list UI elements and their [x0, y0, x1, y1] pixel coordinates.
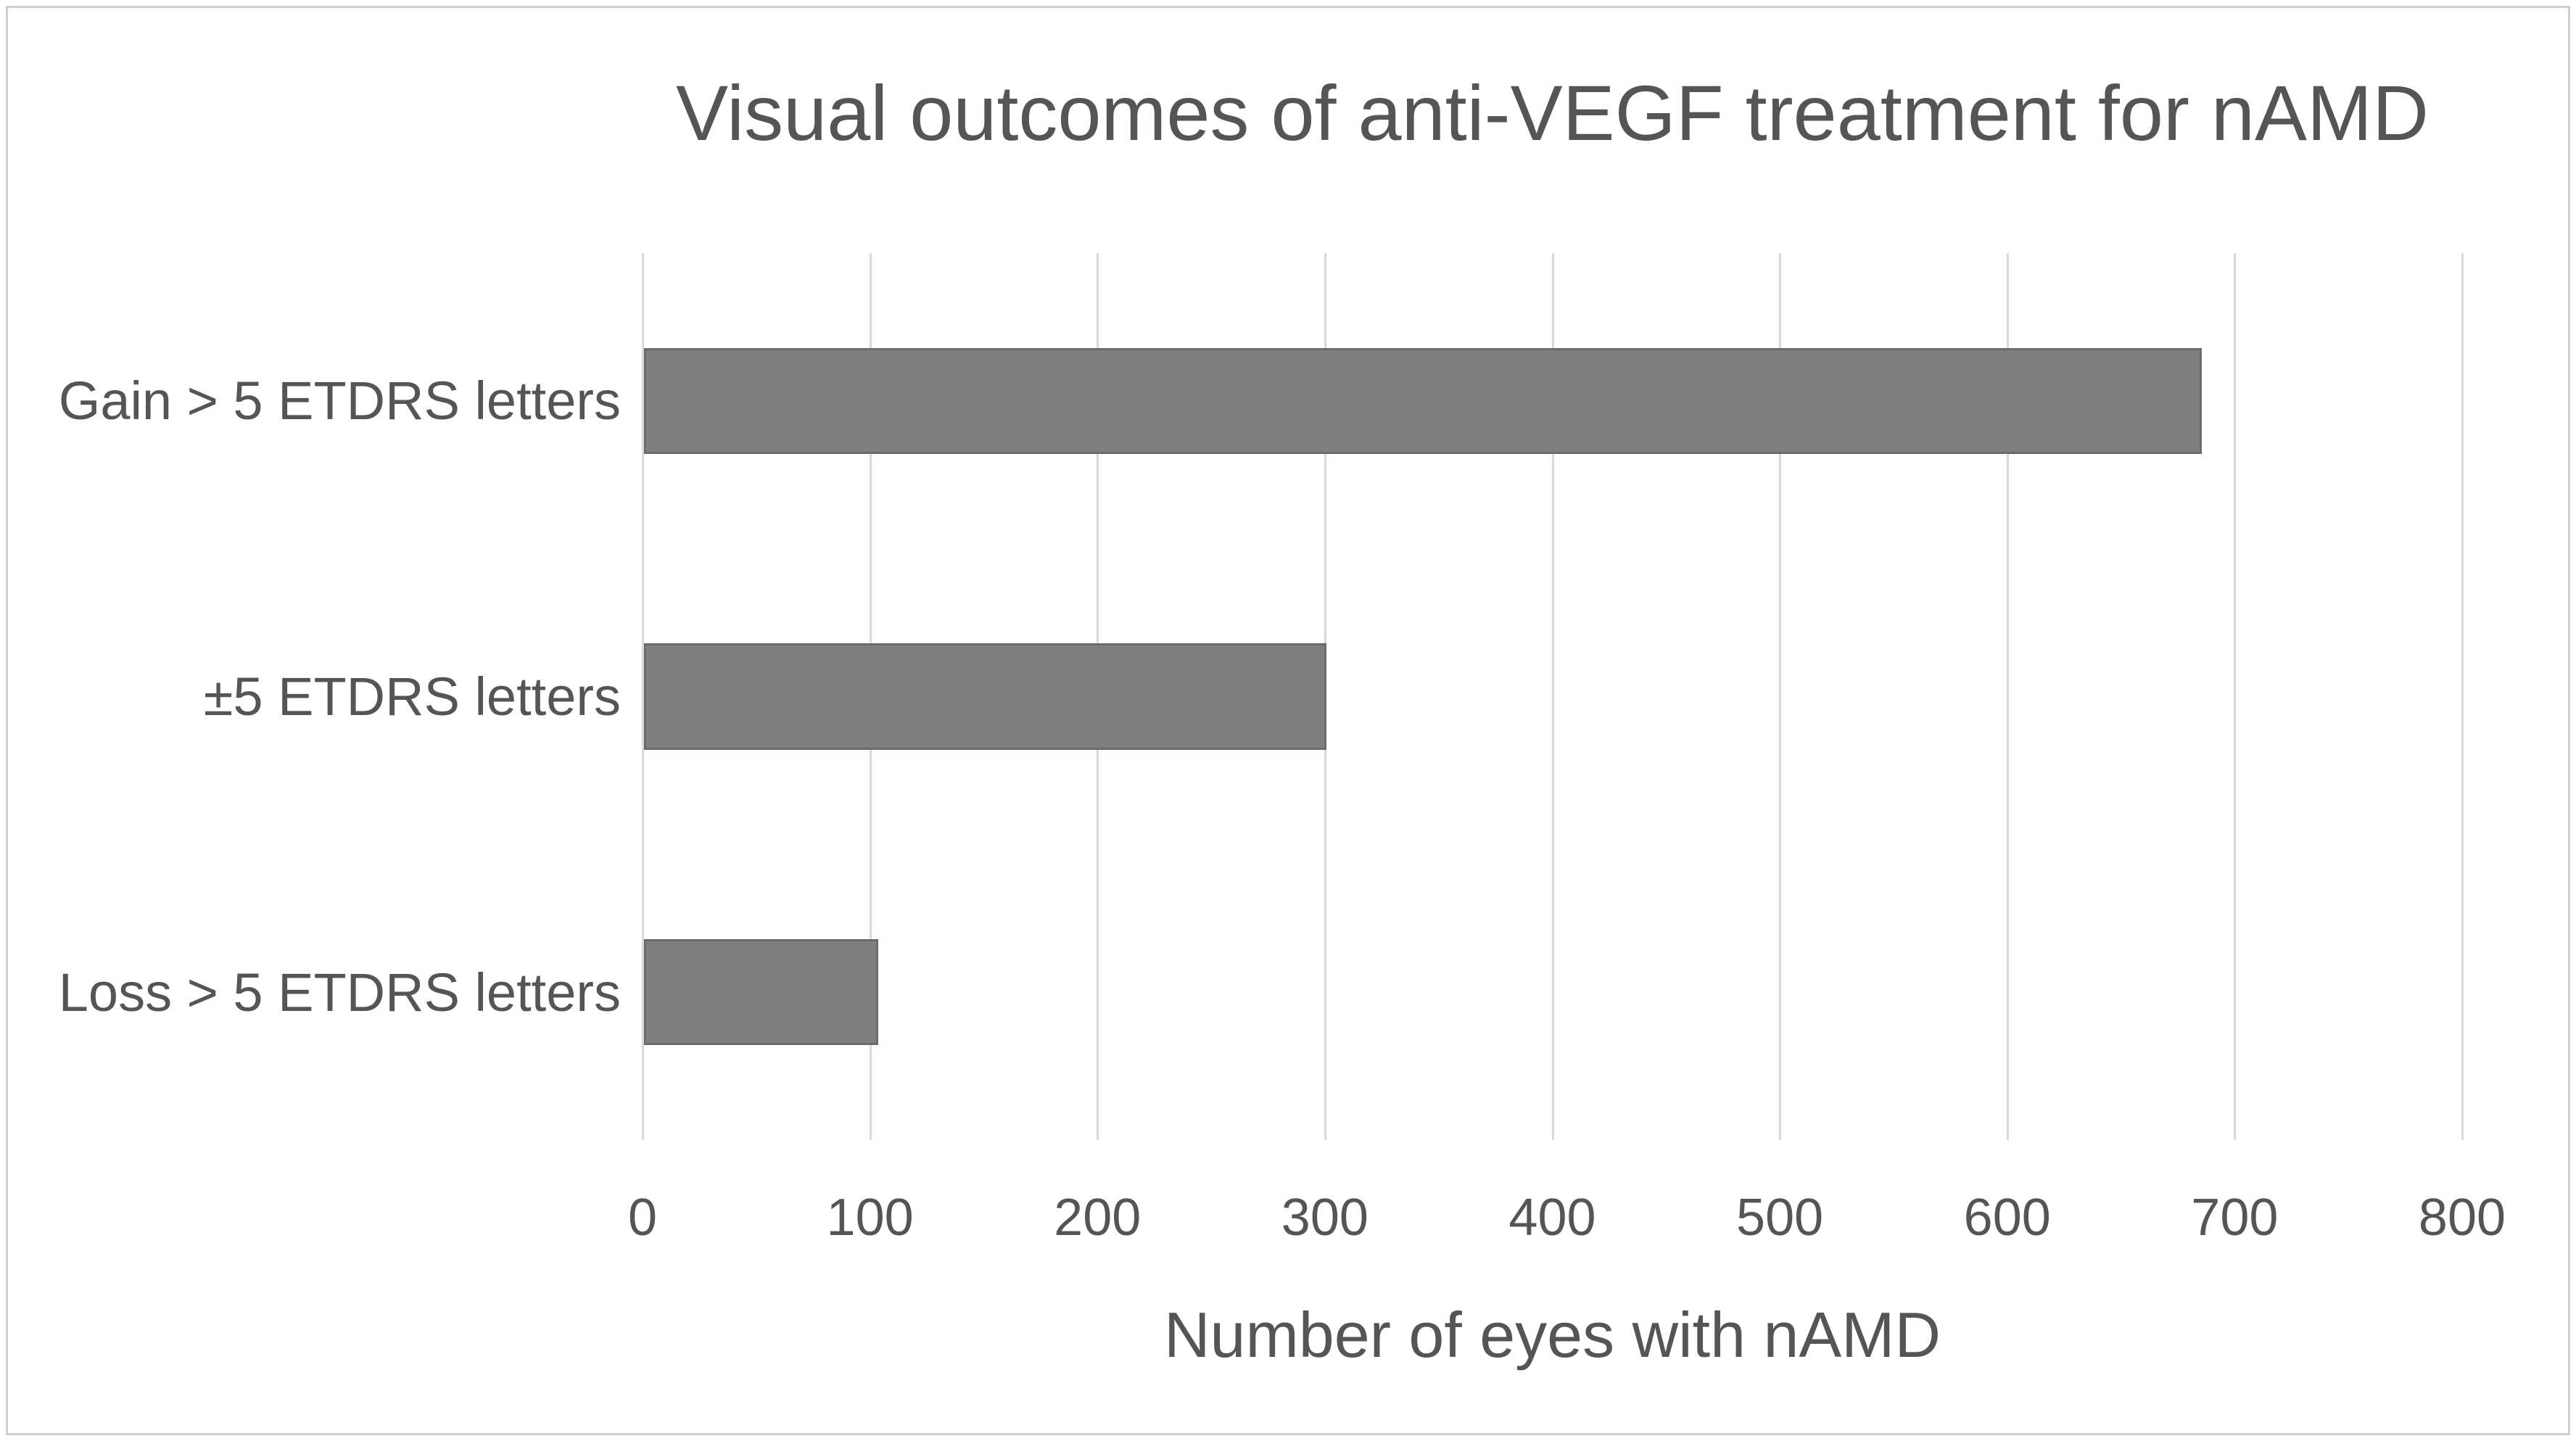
category-axis: Gain > 5 ETDRS letters ±5 ETDRS letters Lo…: [22, 253, 621, 1140]
x-tick-label-0: 0: [627, 1189, 658, 1247]
plot-area: [642, 253, 2464, 1140]
x-axis-ticks: 0 100 200 300 400 500 600 700 800: [628, 1188, 2506, 1253]
x-tick-label-100: 100: [826, 1189, 914, 1247]
chart-title: Visual outcomes of anti-VEGF treatment f…: [676, 69, 2429, 157]
x-tick-label-600: 600: [1963, 1189, 2051, 1247]
category-label-3: Loss > 5 ETDRS letters: [58, 962, 621, 1023]
gridline-x-700: [2234, 253, 2237, 1140]
x-tick-label-700: 700: [2191, 1189, 2279, 1247]
x-tick-label-500: 500: [1736, 1189, 1824, 1247]
gridline-x-400: [1551, 253, 1554, 1140]
gridline-x-0: [642, 253, 644, 1140]
gridline-x-800: [2461, 253, 2464, 1140]
bar-2: [644, 643, 1326, 750]
gridline-x-600: [2006, 253, 2009, 1140]
x-tick-label-800: 800: [2418, 1189, 2506, 1247]
gridline-x-500: [1779, 253, 1782, 1140]
x-tick-label-400: 400: [1508, 1189, 1596, 1247]
x-tick-label-200: 200: [1054, 1189, 1142, 1247]
x-axis-title: Number of eyes with nAMD: [1163, 1299, 1941, 1371]
x-tick-label-300: 300: [1281, 1189, 1368, 1247]
category-label-2: ±5 ETDRS letters: [203, 666, 621, 727]
bar-3: [644, 939, 879, 1046]
category-label-1: Gain > 5 ETDRS letters: [58, 371, 621, 432]
bar-1: [644, 347, 2203, 454]
